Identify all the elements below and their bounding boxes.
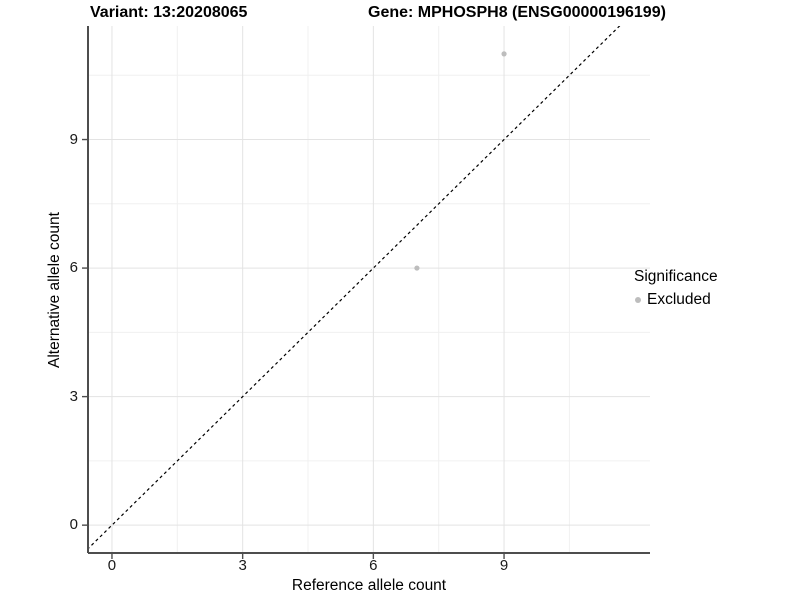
legend-point-icon — [635, 297, 641, 303]
y-tick-label: 3 — [69, 387, 78, 405]
legend-item-label: Excluded — [647, 291, 711, 308]
x-axis-label: Reference allele count — [291, 577, 447, 594]
x-tick-label: 6 — [369, 557, 378, 574]
identity-line — [88, 26, 621, 550]
data-point — [414, 265, 420, 271]
data-point — [501, 51, 507, 57]
y-tick-label: 6 — [69, 259, 78, 277]
legend-title: Significance — [634, 268, 718, 285]
plot-title-gene: Gene: MPHOSPH8 (ENSG00000196199) — [368, 4, 666, 21]
plot-title-variant: Variant: 13:20208065 — [90, 4, 248, 21]
y-tick-label: 0 — [69, 516, 78, 534]
x-tick-label: 3 — [238, 557, 247, 574]
y-tick-label: 9 — [69, 130, 78, 148]
x-tick-label: 0 — [107, 557, 117, 574]
y-axis-label: Alternative allele count — [46, 212, 63, 368]
legend: Significance Excluded — [631, 268, 718, 309]
legend-item-excluded: Excluded — [631, 291, 718, 309]
x-tick-label: 9 — [499, 557, 509, 574]
